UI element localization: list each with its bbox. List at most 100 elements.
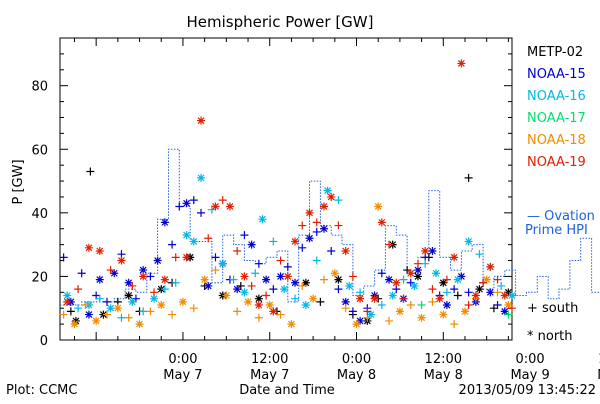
noaa-15-south-point	[377, 269, 386, 278]
noaa-16-north-point	[508, 291, 516, 300]
noaa-15-north-point	[319, 224, 328, 233]
noaa-15-north-point	[247, 240, 256, 249]
noaa-18-north-point	[504, 301, 513, 310]
noaa-19-north-point	[160, 275, 169, 284]
noaa-15-north-point	[153, 256, 162, 265]
noaa-19-south-point	[493, 275, 502, 284]
noaa-18-north-point	[287, 320, 296, 329]
y-tick-label: 80	[31, 80, 48, 95]
noaa-18-north-point	[330, 269, 339, 278]
plot-credit: Plot: CCMC	[6, 383, 77, 398]
noaa-19-south-point	[399, 294, 408, 303]
x-tick-time-label: 0:00	[515, 352, 544, 367]
noaa-16-south-point	[291, 294, 300, 303]
noaa-15-north-point	[486, 288, 495, 297]
noaa-18-south-point	[385, 316, 394, 325]
noaa-15-south-point	[175, 202, 184, 211]
noaa-19-north-point	[254, 301, 263, 310]
noaa-18-south-point	[124, 313, 133, 322]
metp-02-north-point	[301, 278, 310, 287]
noaa-19-north-point	[84, 243, 93, 252]
noaa-18-south-point	[493, 288, 502, 297]
noaa-18-north-point	[113, 304, 122, 313]
x-tick-time-label: 12:00	[425, 352, 462, 367]
noaa-19-south-point	[298, 221, 307, 230]
metp-02-north-point	[71, 316, 80, 325]
noaa-16-north-point	[323, 186, 332, 195]
noaa-19-south-point	[262, 291, 271, 300]
noaa-16-south-point	[497, 281, 506, 290]
x-tick-date-label: May 8	[424, 368, 463, 383]
noaa-19-south-point	[276, 256, 285, 265]
noaa-19-north-point	[139, 272, 148, 281]
noaa-15-south-point	[146, 272, 155, 281]
noaa-16-north-point	[189, 237, 198, 246]
noaa-16-north-point	[366, 310, 375, 319]
noaa-18-north-point	[178, 297, 187, 306]
ovation-legend-line: Prime HPI	[525, 223, 588, 238]
noaa-19-north-point	[240, 272, 249, 281]
x-tick-time-label: 12:00	[251, 352, 288, 367]
noaa-18-south-point	[81, 301, 90, 310]
metp-02-south-point	[86, 167, 95, 176]
noaa-19-north-point	[471, 291, 480, 300]
noaa-15-south-point	[168, 240, 177, 249]
metp-02-north-point	[439, 278, 448, 287]
legend-entry-noaa-17: NOAA-17	[527, 111, 586, 126]
noaa-19-north-point	[500, 291, 509, 300]
noaa-18-north-point	[374, 202, 383, 211]
noaa-15-south-point	[77, 269, 86, 278]
noaa-15-north-point	[413, 266, 422, 275]
x-tick-date-label: May 9	[597, 368, 600, 383]
x-tick-date-label: May 7	[163, 368, 202, 383]
noaa-16-north-point	[453, 275, 462, 284]
x-tick-date-label: May 8	[337, 368, 376, 383]
noaa-15-south-point	[348, 307, 357, 316]
noaa-15-south-point	[189, 196, 198, 205]
noaa-18-south-point	[406, 301, 415, 310]
noaa-16-south-point	[399, 275, 408, 284]
noaa-19-north-point	[421, 246, 430, 255]
noaa-18-south-point	[103, 310, 112, 319]
noaa-16-north-point	[218, 259, 227, 268]
noaa-19-north-point	[305, 208, 314, 217]
y-tick-label: 20	[31, 270, 48, 285]
noaa-16-north-point	[240, 288, 249, 297]
noaa-16-north-point	[150, 294, 159, 303]
noaa-19-south-point	[385, 240, 394, 249]
noaa-16-south-point	[251, 269, 260, 278]
noaa-15-north-point	[233, 285, 242, 294]
chart-title: Hemispheric Power [GW]	[187, 13, 374, 31]
noaa-19-north-point	[95, 246, 104, 255]
plot-frame	[59, 37, 513, 341]
y-axis-label: P [GW]	[11, 159, 26, 204]
legend-entry-noaa-19: NOAA-19	[527, 155, 586, 170]
noaa-18-north-point	[439, 310, 448, 319]
noaa-15-north-point	[356, 316, 365, 325]
noaa-18-north-point	[460, 307, 469, 316]
noaa-15-south-point	[298, 243, 307, 252]
noaa-18-north-point	[92, 316, 101, 325]
noaa-17-south-point	[504, 310, 513, 319]
noaa-16-south-point	[160, 285, 169, 294]
y-tick-label: 40	[31, 207, 48, 222]
noaa-19-north-point	[182, 253, 191, 262]
noaa-16-south-point	[95, 294, 104, 303]
noaa-19-north-point	[356, 294, 365, 303]
noaa-19-north-point	[291, 237, 300, 246]
noaa-18-south-point	[59, 310, 68, 319]
metp-02-south-point	[453, 291, 462, 300]
noaa-15-south-point	[464, 288, 473, 297]
noaa-18-south-point	[168, 310, 177, 319]
noaa-19-north-point	[283, 272, 292, 281]
noaa-19-north-point	[341, 246, 350, 255]
noaa-15-south-point	[254, 259, 263, 268]
metp-02-north-point	[124, 291, 133, 300]
noaa-19-north-point	[319, 202, 328, 211]
noaa-18-north-point	[352, 320, 361, 329]
y-tick-label: 60	[31, 143, 48, 158]
noaa-19-north-point	[63, 297, 72, 306]
noaa-15-north-point	[276, 272, 285, 281]
metp-02-north-point	[334, 275, 343, 284]
